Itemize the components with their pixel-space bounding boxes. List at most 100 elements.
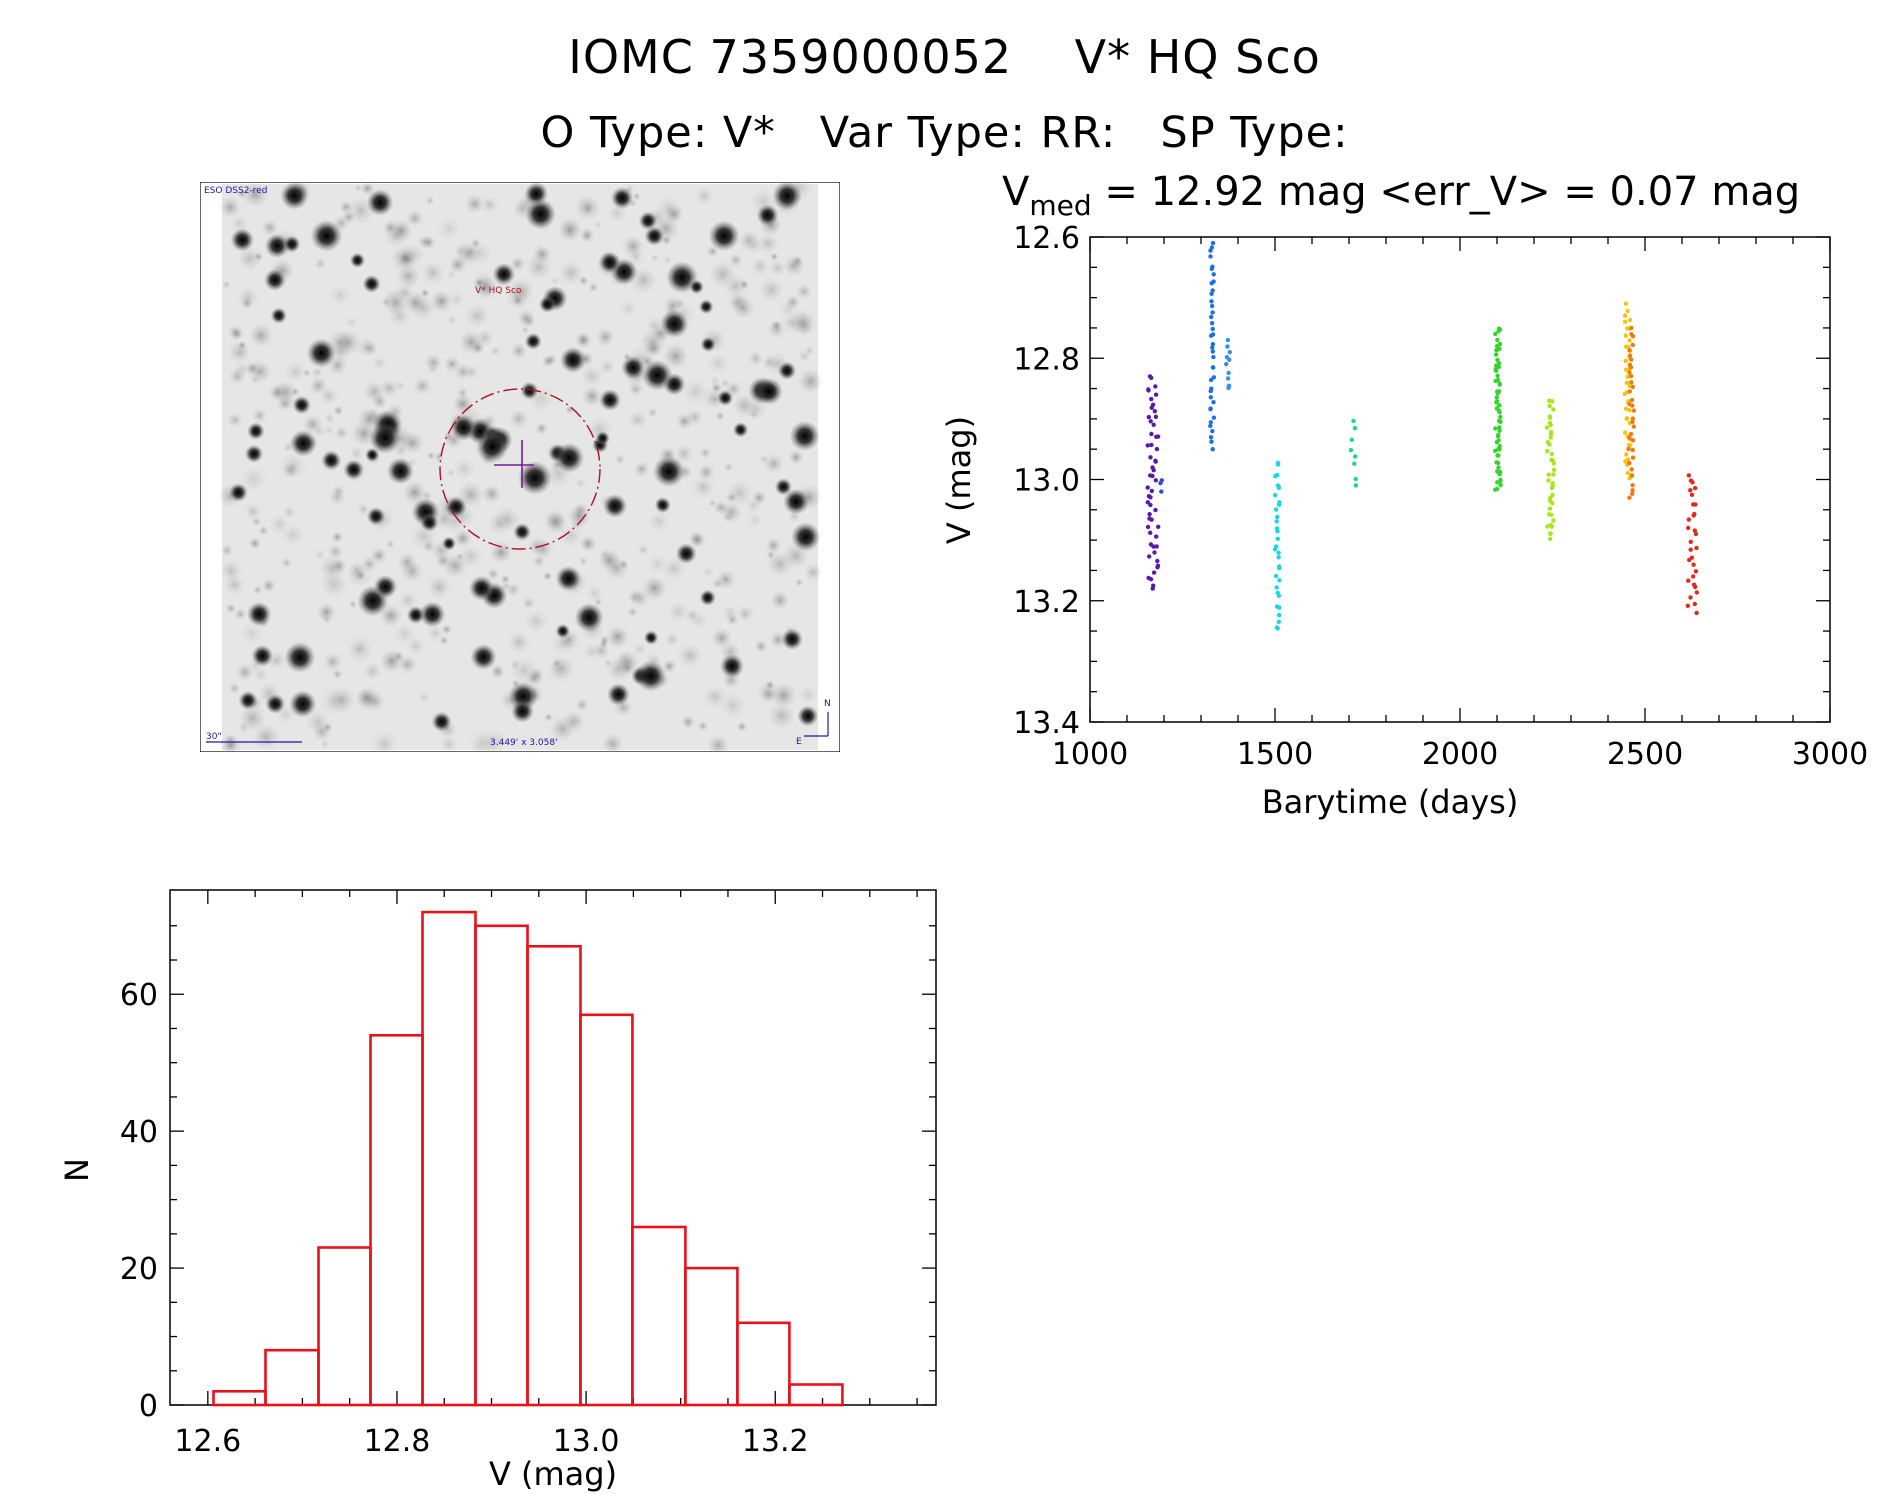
faint-star	[280, 556, 293, 569]
faint-star	[442, 552, 468, 579]
faint-star	[252, 584, 263, 595]
faint-star	[648, 510, 670, 533]
faint-star	[532, 538, 554, 560]
faint-star	[702, 566, 714, 578]
lc-point	[1693, 531, 1699, 537]
star	[420, 513, 439, 532]
star	[513, 523, 531, 541]
faint-star	[410, 295, 437, 321]
star	[689, 279, 704, 295]
lc-point	[1351, 418, 1356, 424]
lc-point	[1275, 626, 1280, 631]
faint-star	[509, 341, 528, 360]
hist-ytick-label: 60	[120, 978, 158, 1013]
star	[698, 299, 714, 315]
faint-star	[420, 260, 446, 285]
star	[538, 295, 556, 313]
lc-point	[1208, 395, 1213, 400]
faint-star	[273, 379, 299, 405]
lc-point	[1623, 406, 1629, 411]
lc-point	[1211, 375, 1217, 380]
faint-star	[629, 587, 650, 608]
lc-point	[1625, 470, 1631, 476]
lc-point	[1494, 440, 1500, 445]
lc-ytick-label: 12.6	[1013, 221, 1080, 256]
hist-frame	[169, 889, 937, 1406]
lc-point	[1548, 422, 1553, 428]
faint-star	[489, 540, 513, 565]
lc-point	[1630, 334, 1636, 339]
lc-point	[1495, 377, 1500, 383]
faint-star	[331, 484, 346, 499]
lc-point	[1150, 586, 1155, 591]
faint-star	[219, 559, 243, 583]
lc-point	[1629, 467, 1634, 472]
lc-point	[1277, 605, 1282, 610]
faint-star	[632, 642, 648, 657]
lc-point	[1688, 488, 1693, 493]
faint-star	[312, 722, 332, 742]
lc-point	[1625, 374, 1630, 379]
faint-star	[252, 408, 268, 424]
lc-point	[1494, 395, 1499, 400]
faint-star	[490, 664, 506, 680]
lc-point	[1548, 435, 1553, 440]
lc-point	[1225, 337, 1231, 343]
lc-point	[1547, 403, 1552, 409]
lc-point	[1147, 554, 1152, 559]
faint-star	[252, 665, 270, 683]
lc-point	[1628, 373, 1634, 379]
star	[641, 359, 673, 391]
lc-point	[1545, 524, 1550, 529]
bright-star	[369, 422, 401, 454]
lc-point	[1208, 248, 1213, 253]
lc-point	[1693, 485, 1698, 491]
bright-star	[720, 654, 744, 678]
star	[675, 543, 697, 565]
lc-point	[1210, 310, 1215, 315]
lc-point	[1546, 478, 1551, 483]
lc-point	[1544, 425, 1550, 430]
lc-point	[1630, 455, 1636, 460]
star	[289, 429, 317, 457]
faint-star	[465, 303, 490, 328]
lc-point	[1148, 455, 1153, 460]
faint-star	[314, 257, 327, 270]
lc-point	[1153, 392, 1159, 397]
faint-star	[663, 255, 672, 265]
lc-point	[1151, 468, 1156, 473]
lc-point	[1210, 345, 1215, 350]
lc-point	[1148, 530, 1153, 535]
star	[732, 422, 749, 438]
star	[635, 660, 667, 692]
lc-point	[1494, 352, 1499, 357]
faint-star	[228, 367, 247, 386]
faint-star	[346, 636, 373, 662]
faint-star	[532, 244, 552, 264]
faint-star	[688, 530, 705, 547]
star	[783, 488, 810, 515]
lc-point	[1550, 399, 1555, 404]
lc-point	[1153, 384, 1158, 389]
histogram-bar	[317, 1246, 372, 1407]
faint-star	[239, 621, 263, 645]
lc-point	[1145, 443, 1150, 448]
faint-star	[521, 596, 536, 611]
faint-star	[759, 454, 769, 464]
lc-point	[1208, 435, 1214, 440]
star	[598, 251, 621, 274]
hist-xtick-label: 13.2	[742, 1424, 809, 1459]
lc-point	[1275, 514, 1280, 520]
hist-ytick-label: 20	[120, 1252, 158, 1287]
lc-point	[1150, 473, 1155, 479]
lc-point	[1149, 431, 1154, 437]
faint-star	[637, 544, 649, 556]
lc-point	[1208, 407, 1213, 412]
faint-star	[779, 299, 798, 319]
lc-point	[1210, 326, 1215, 332]
lc-point	[1630, 416, 1635, 421]
lc-point	[1627, 435, 1632, 441]
star	[525, 198, 556, 230]
faint-star	[541, 354, 555, 368]
lc-point	[1551, 518, 1556, 523]
